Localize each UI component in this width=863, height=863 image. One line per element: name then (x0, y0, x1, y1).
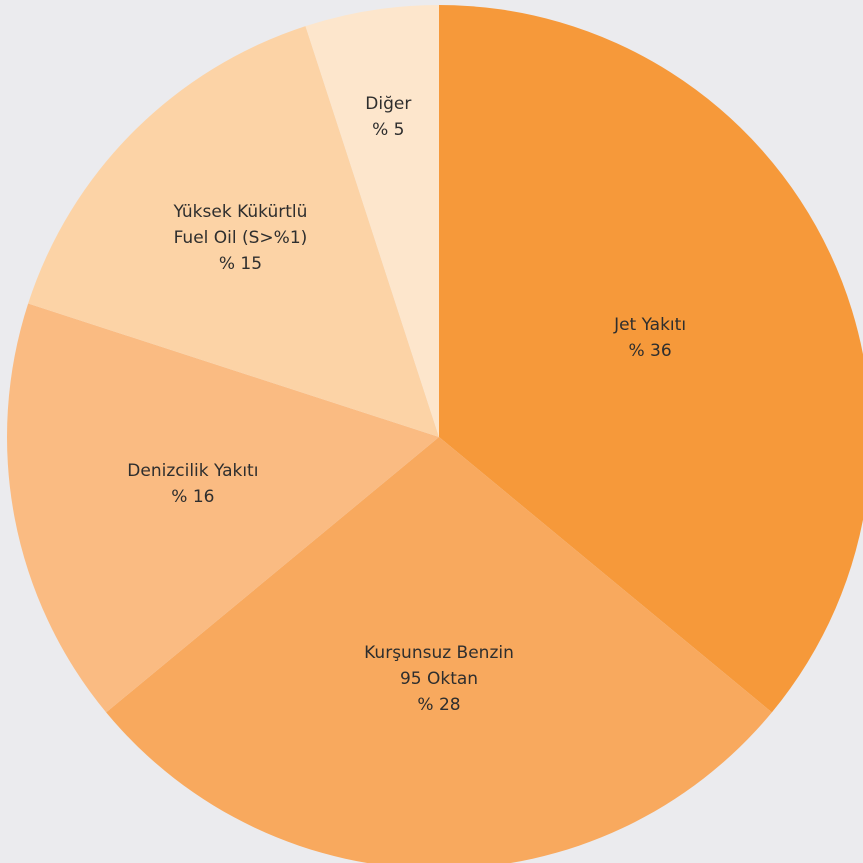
value-label: % 5 (372, 119, 405, 140)
pie-slice (28, 26, 439, 437)
pie-slice (439, 5, 863, 713)
category-label: Jet Yakıtı (614, 314, 687, 335)
pie-slice (305, 5, 439, 437)
category-label: Yüksek Kükürtlü Fuel Oil (S>%1) (173, 202, 308, 249)
value-label: % 15 (218, 254, 263, 275)
category-label: Diğer (365, 93, 412, 114)
slice-label: Denizcilik Yakıtı % 16 (127, 458, 258, 510)
slice-label: Kurşunsuz Benzin 95 Oktan % 28 (364, 640, 514, 718)
value-label: % 16 (171, 486, 215, 507)
pie-slice (7, 303, 440, 713)
pie-slice (106, 437, 772, 863)
category-label: Kurşunsuz Benzin 95 Oktan (364, 642, 514, 689)
slice-label: Yüksek Kükürtlü Fuel Oil (S>%1) % 15 (173, 199, 307, 277)
slice-label: Diğer % 5 (365, 91, 411, 143)
value-label: % 36 (628, 340, 672, 361)
category-label: Denizcilik Yakıtı (127, 460, 259, 481)
value-label: % 28 (417, 694, 461, 715)
slice-label: Jet Yakıtı % 36 (614, 312, 686, 364)
